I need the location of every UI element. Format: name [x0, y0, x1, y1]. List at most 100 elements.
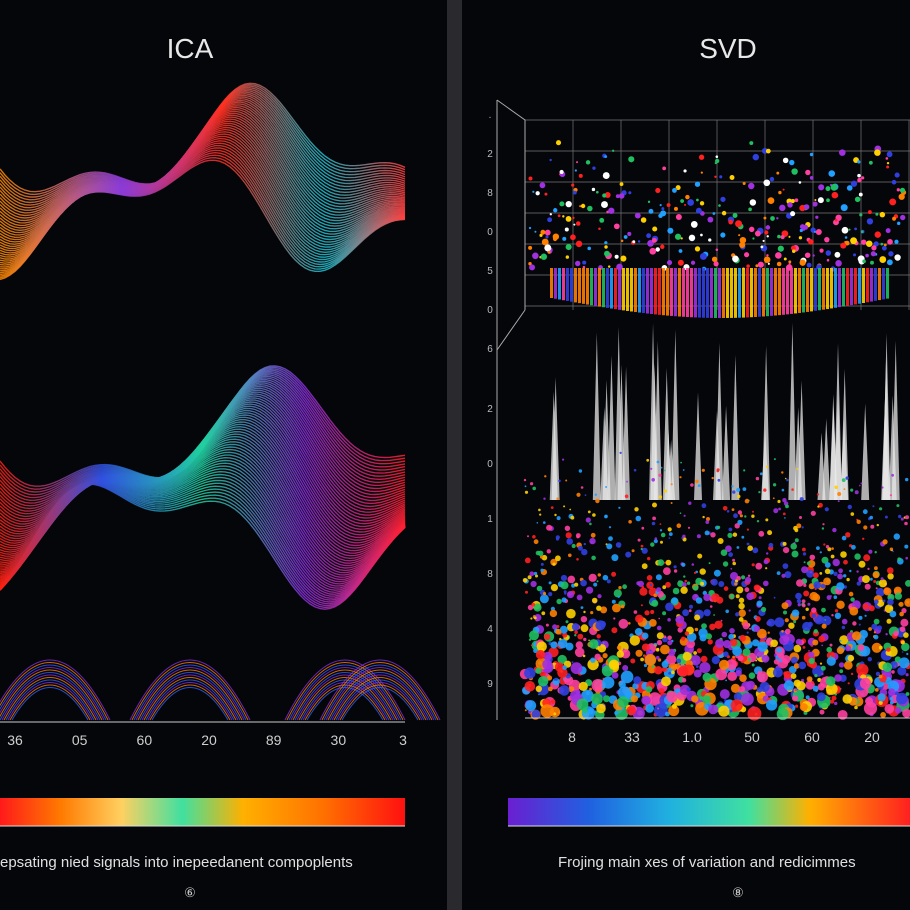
- dot: [887, 598, 894, 606]
- dot: [682, 582, 687, 588]
- dot: [624, 494, 629, 499]
- dot: [874, 231, 882, 238]
- dot: [647, 239, 654, 247]
- dot: [879, 211, 886, 218]
- dot: [757, 628, 767, 639]
- dot: [871, 245, 877, 251]
- dot: [528, 261, 532, 266]
- dot: [834, 701, 838, 706]
- dot: [796, 579, 804, 587]
- dot: [553, 208, 558, 213]
- dot: [661, 676, 671, 687]
- dot: [801, 599, 806, 604]
- peak: [335, 679, 425, 721]
- dot: [799, 516, 802, 519]
- dot: [719, 689, 730, 700]
- dot: [775, 252, 782, 259]
- bar: [630, 268, 633, 312]
- dot: [615, 194, 620, 199]
- dot: [790, 198, 795, 204]
- dot: [552, 233, 560, 240]
- dot: [882, 662, 893, 672]
- dot: [695, 665, 699, 668]
- dot: [891, 670, 895, 674]
- dot: [825, 676, 836, 687]
- dot: [845, 532, 851, 538]
- dot: [783, 257, 787, 261]
- dot: [904, 598, 910, 607]
- dot: [886, 647, 891, 652]
- dot: [850, 237, 858, 245]
- dot: [531, 602, 536, 607]
- y-tick-label: 1: [487, 514, 493, 525]
- dot: [667, 635, 672, 641]
- dot: [840, 204, 848, 212]
- dot: [796, 467, 799, 470]
- dot: [583, 542, 586, 546]
- dot: [702, 515, 705, 519]
- dot: [581, 548, 588, 556]
- dot: [571, 661, 574, 664]
- dot: [701, 503, 707, 509]
- dot: [662, 611, 667, 616]
- spike: [693, 392, 702, 500]
- dot: [777, 245, 784, 252]
- dot: [831, 695, 837, 701]
- dot: [531, 709, 541, 719]
- peak: [337, 682, 423, 721]
- dot: [731, 508, 735, 511]
- dot: [718, 204, 721, 207]
- dot: [654, 644, 657, 647]
- dot: [546, 524, 553, 531]
- dot: [729, 638, 738, 647]
- dot: [535, 550, 541, 556]
- dot: [645, 686, 653, 693]
- dot: [637, 538, 641, 542]
- bar: [830, 268, 833, 309]
- dot: [756, 656, 760, 659]
- dot: [868, 160, 873, 165]
- dot: [533, 616, 537, 620]
- dot: [746, 528, 750, 531]
- x-tick-label: 89: [266, 732, 282, 748]
- dot: [552, 562, 556, 566]
- dot: [713, 614, 715, 616]
- dot: [753, 625, 761, 632]
- dot: [860, 482, 863, 485]
- dot: [680, 586, 688, 594]
- dot: [714, 175, 717, 178]
- dot: [556, 516, 561, 521]
- dot: [747, 574, 751, 577]
- dot: [641, 563, 648, 570]
- dot: [580, 486, 584, 489]
- dot: [691, 695, 699, 703]
- dot: [579, 205, 582, 208]
- dot: [889, 606, 893, 610]
- dot: [550, 506, 554, 509]
- dot: [668, 648, 676, 657]
- dot: [739, 674, 747, 682]
- dot: [524, 557, 531, 564]
- dot: [839, 149, 846, 156]
- dot: [576, 558, 579, 561]
- dot: [659, 204, 662, 207]
- dot: [834, 251, 841, 258]
- dot: [564, 227, 569, 232]
- dot: [636, 581, 641, 586]
- dot: [829, 643, 833, 647]
- dot: [849, 606, 859, 616]
- dot: [873, 241, 879, 247]
- dot: [873, 631, 877, 634]
- dot: [849, 569, 852, 573]
- dot: [748, 609, 751, 612]
- dot: [596, 703, 606, 714]
- bar: [854, 268, 857, 305]
- dot: [867, 567, 870, 571]
- dot: [696, 198, 699, 202]
- dot: [555, 140, 562, 146]
- dot: [611, 599, 616, 604]
- dot: [815, 229, 822, 236]
- dot: [694, 627, 699, 632]
- bar: [586, 268, 589, 305]
- dot: [650, 609, 655, 615]
